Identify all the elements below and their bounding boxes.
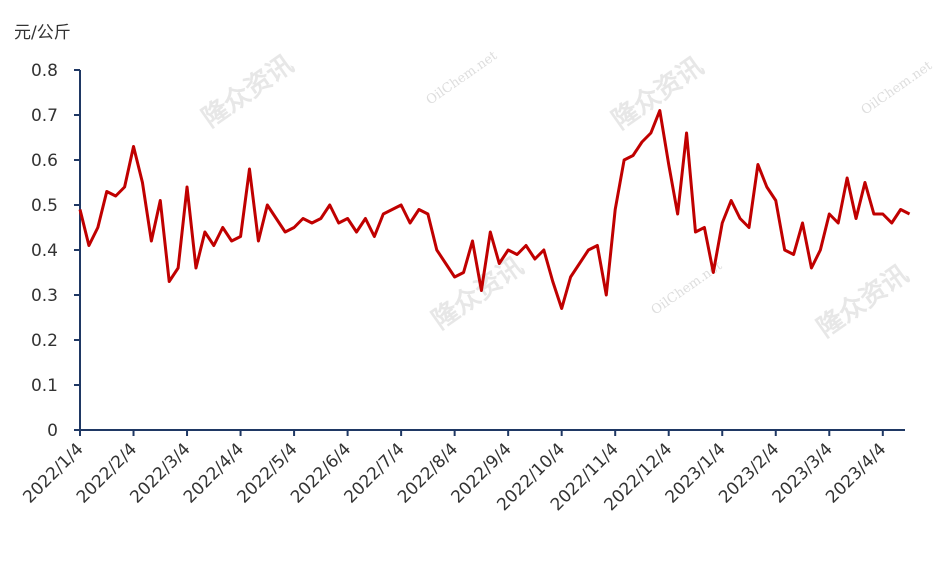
watermark: 隆众资讯	[197, 49, 299, 133]
y-tick-label: 0.4	[31, 241, 58, 261]
y-tick-label: 0.3	[31, 286, 58, 306]
y-tick-label: 0.1	[31, 376, 58, 396]
y-tick-label: 0.8	[31, 61, 58, 81]
watermark: 隆众资讯	[607, 51, 709, 135]
watermark: 隆众资讯	[812, 259, 914, 343]
y-tick-label: 0.7	[31, 106, 58, 126]
y-tick-label: 0	[47, 421, 58, 441]
y-tick-label: 0.5	[31, 196, 58, 216]
y-axis-label: 元/公斤	[14, 23, 71, 43]
y-tick-label: 0.6	[31, 151, 58, 171]
line-series	[78, 109, 911, 310]
watermark: OilChem.net	[424, 48, 501, 108]
y-tick-label: 0.2	[31, 331, 58, 351]
watermark: OilChem.net	[859, 58, 936, 118]
